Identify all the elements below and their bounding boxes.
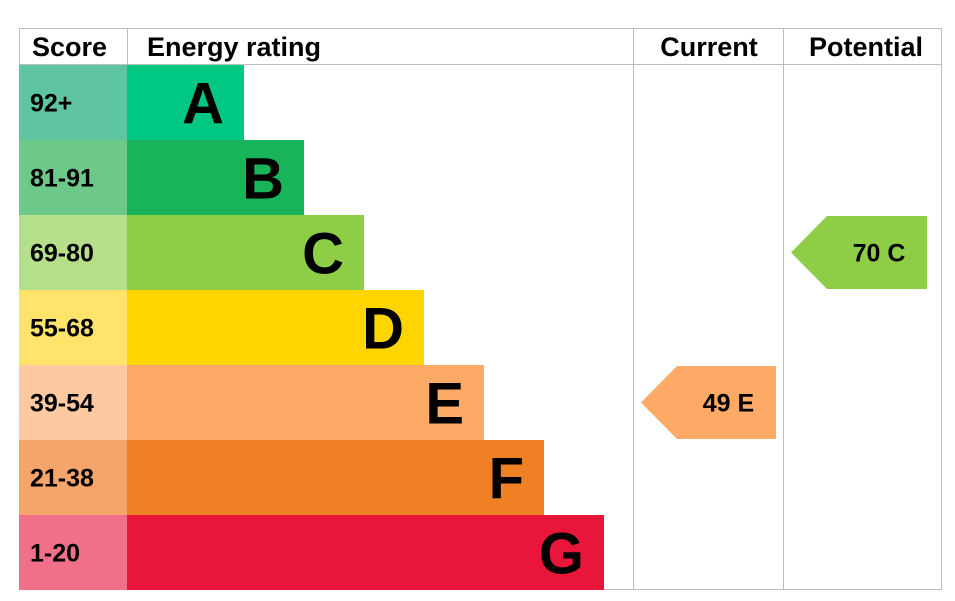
current-arrow [641,366,776,439]
current-header: Current [660,32,758,62]
rating-letter-e: E [425,372,464,437]
potential-rating-label: 70 C [853,240,906,268]
rating-bar-b [127,140,304,215]
rating-bar-d [127,290,424,365]
rating-letter-a: A [182,72,224,137]
rating-arrows: 49 E 70 C [641,216,927,439]
score-cell-b [19,140,127,215]
rating-bar-f [127,440,544,515]
score-label-g: 1-20 [30,540,80,568]
rating-bands: 92+ A 81-91 B 69-80 C 55-68 D 39-54 E 21-38 F 1-20 G [19,65,604,590]
score-cell-a [19,65,127,140]
rating-bar-g [127,515,604,590]
rating-letter-c: C [302,222,344,287]
score-label-d: 55-68 [30,315,94,343]
score-cell-c [19,215,127,290]
score-cell-f [19,440,127,515]
potential-header: Potential [809,32,923,62]
rating-letter-g: G [539,522,584,587]
score-label-a: 92+ [30,90,72,118]
current-rating-label: 49 E [703,390,754,418]
rating-letter-f: F [489,447,524,512]
energy-rating-header: Energy rating [147,32,321,62]
rating-bar-c [127,215,364,290]
potential-arrow [791,216,927,289]
score-label-e: 39-54 [30,390,94,418]
score-cell-e [19,365,127,440]
rating-letter-b: B [242,147,284,212]
score-label-b: 81-91 [30,165,94,193]
score-label-c: 69-80 [30,240,94,268]
score-cell-g [19,515,127,590]
rating-bar-e [127,365,484,440]
score-header: Score [32,32,107,62]
score-cell-d [19,290,127,365]
rating-letter-d: D [362,297,404,362]
score-label-f: 21-38 [30,465,94,493]
rating-bar-a [127,65,244,140]
